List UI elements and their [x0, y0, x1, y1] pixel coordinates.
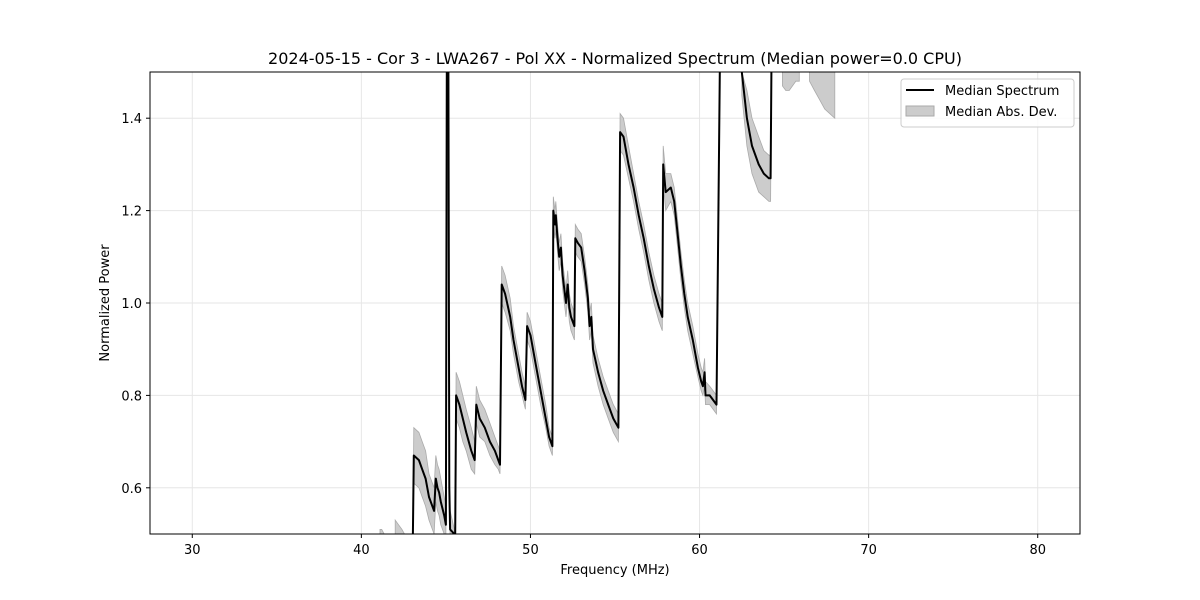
x-tick-label: 30 [184, 543, 201, 558]
x-tick-label: 80 [1029, 543, 1046, 558]
x-axis-label: Frequency (MHz) [560, 563, 669, 578]
mad-band [809, 72, 836, 120]
mad-band [394, 518, 405, 534]
median-spectrum-line [411, 72, 448, 534]
mad-band [782, 72, 800, 91]
legend-median-label: Median Spectrum [945, 84, 1059, 99]
x-tick-label: 50 [522, 543, 539, 558]
tick-layer: 30 40 50 60 70 80 0.6 0.8 1.0 1.2 1.4 [121, 112, 1046, 558]
y-tick-label: 1.2 [121, 205, 142, 220]
y-axis-label: Normalized Power [98, 244, 113, 362]
y-tick-label: 0.6 [121, 482, 142, 497]
legend-mad-swatch [905, 105, 935, 117]
legend: Median Spectrum Median Abs. Dev. [900, 78, 1075, 128]
y-tick-label: 0.8 [121, 389, 142, 404]
mad-band [379, 529, 385, 534]
chart-title: 2024-05-15 - Cor 3 - LWA267 - Pol XX - N… [268, 49, 962, 68]
median-line-layer [411, 72, 773, 534]
x-tick-label: 70 [860, 543, 877, 558]
median-spectrum-line [454, 72, 721, 534]
legend-mad-label: Median Abs. Dev. [945, 105, 1057, 120]
legend-box [900, 78, 1075, 128]
median-spectrum-line [740, 72, 773, 180]
y-tick-label: 1.4 [121, 112, 142, 127]
x-tick-label: 40 [353, 543, 370, 558]
x-tick-label: 60 [691, 543, 708, 558]
median-spectrum-line [447, 72, 456, 534]
y-tick-label: 1.0 [121, 297, 142, 312]
